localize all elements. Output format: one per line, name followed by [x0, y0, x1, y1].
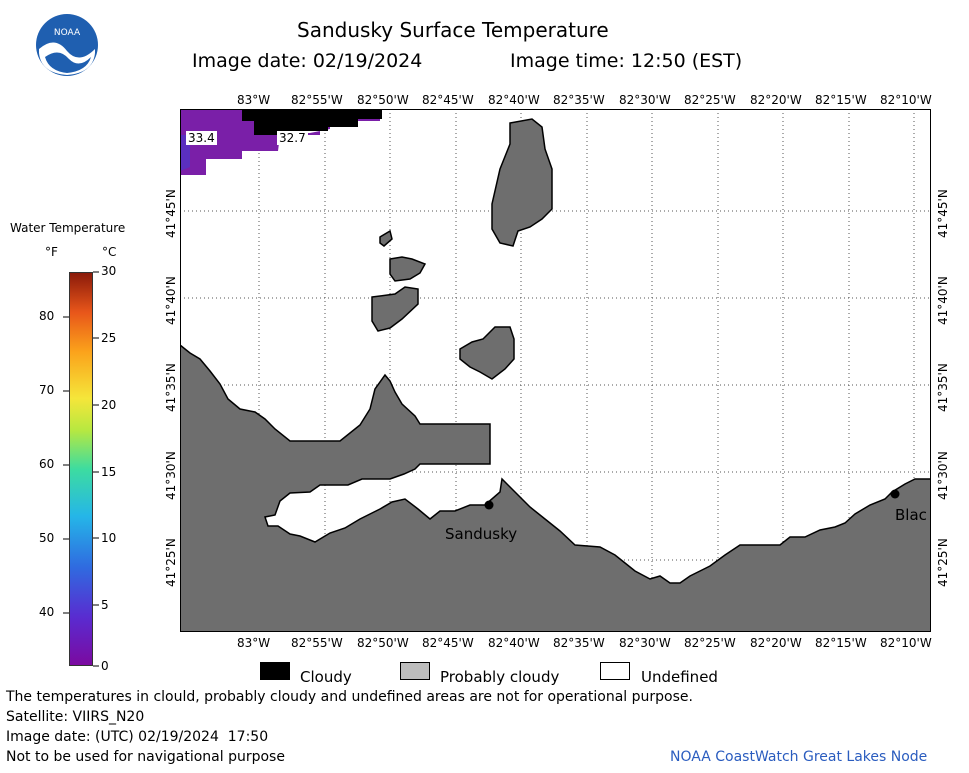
lon-label: 82°25'W	[684, 636, 736, 650]
lat-label: 41°45'N	[164, 189, 178, 238]
lat-label: 41°30'N	[164, 451, 178, 500]
lat-label: 41°30'N	[936, 451, 950, 500]
disclaimer: The temperatures in clould, probably clo…	[6, 689, 693, 705]
nav-note: Not to be used for navigational purpose	[6, 749, 285, 765]
c-tick: 25	[101, 331, 117, 345]
island	[379, 229, 393, 247]
island	[491, 118, 553, 247]
f-tick: 70	[39, 383, 55, 397]
lon-label: 82°45'W	[422, 93, 474, 107]
mainland	[180, 344, 931, 632]
c-tick: 15	[101, 465, 117, 479]
f-tick: 40	[39, 605, 55, 619]
legend-cloudy-swatch	[260, 662, 290, 680]
lon-label: 82°15'W	[815, 636, 867, 650]
lat-label: 41°45'N	[936, 189, 950, 238]
c-tick: 5	[101, 598, 109, 612]
lon-label: 82°15'W	[815, 93, 867, 107]
legend-undefined-label: Undefined	[641, 668, 718, 686]
credit: NOAA CoastWatch Great Lakes Node	[670, 749, 928, 765]
unit-f: °F	[45, 245, 58, 259]
blac-marker	[890, 489, 900, 499]
lon-label: 82°10'W	[880, 93, 932, 107]
f-tick: 80	[39, 309, 55, 323]
legend-cloudy-label: Cloudy	[300, 668, 352, 686]
temp-label: 32.7	[277, 131, 308, 145]
island	[459, 326, 515, 380]
colorbar	[69, 272, 93, 666]
lon-label: 82°30'W	[619, 93, 671, 107]
colorbar-ticks	[63, 271, 99, 667]
lat-label: 41°40'N	[164, 276, 178, 325]
f-tick: 60	[39, 457, 55, 471]
lon-label: 82°35'W	[553, 93, 605, 107]
satellite: Satellite: VIIRS_N20	[6, 709, 145, 725]
lon-label: 82°55'W	[291, 636, 343, 650]
lon-label: 82°30'W	[619, 636, 671, 650]
image-date: Image date: 02/19/2024	[192, 50, 423, 72]
image-time: Image time: 12:50 (EST)	[510, 50, 743, 72]
c-tick: 20	[101, 398, 117, 412]
island	[389, 256, 427, 282]
f-tick: 50	[39, 531, 55, 545]
legend-probably-cloudy-label: Probably cloudy	[440, 668, 560, 686]
lon-label: 82°40'W	[488, 636, 540, 650]
noaa-logo: NOAA	[36, 14, 98, 76]
lon-label: 82°25'W	[684, 93, 736, 107]
place-label: Sandusky	[445, 525, 518, 543]
logo-text: NOAA	[54, 28, 81, 38]
unit-c: °C	[102, 245, 117, 259]
lat-label: 41°25'N	[936, 538, 950, 587]
lon-label: 82°20'W	[750, 636, 802, 650]
island	[371, 286, 419, 332]
lon-label: 83°W	[237, 93, 271, 107]
map-title: Sandusky Surface Temperature	[297, 18, 609, 42]
c-tick: 30	[101, 264, 117, 278]
lon-label: 82°20'W	[750, 93, 802, 107]
lat-label: 41°35'N	[164, 363, 178, 412]
map-area	[180, 109, 931, 632]
utc-date: Image date: (UTC) 02/19/2024 17:50	[6, 729, 269, 745]
lon-label: 82°40'W	[488, 93, 540, 107]
lon-label: 82°55'W	[291, 93, 343, 107]
lat-label: 41°25'N	[164, 538, 178, 587]
colorbar-title: Water Temperature	[10, 221, 126, 235]
lon-label: 83°W	[237, 636, 271, 650]
temp-label: 33.4	[186, 131, 217, 145]
sandusky-marker	[484, 500, 494, 510]
lat-label: 41°40'N	[936, 276, 950, 325]
lon-label: 82°50'W	[357, 636, 409, 650]
lon-label: 82°45'W	[422, 636, 474, 650]
lon-label: 82°10'W	[880, 636, 932, 650]
legend-undefined-swatch	[600, 662, 630, 680]
lon-label: 82°35'W	[553, 636, 605, 650]
legend-probably-cloudy-swatch	[400, 662, 430, 680]
lon-label: 82°50'W	[357, 93, 409, 107]
c-tick: 0	[101, 659, 109, 673]
place-label: Blac	[895, 506, 927, 524]
lat-label: 41°35'N	[936, 363, 950, 412]
c-tick: 10	[101, 531, 117, 545]
cloud-area	[242, 109, 382, 135]
